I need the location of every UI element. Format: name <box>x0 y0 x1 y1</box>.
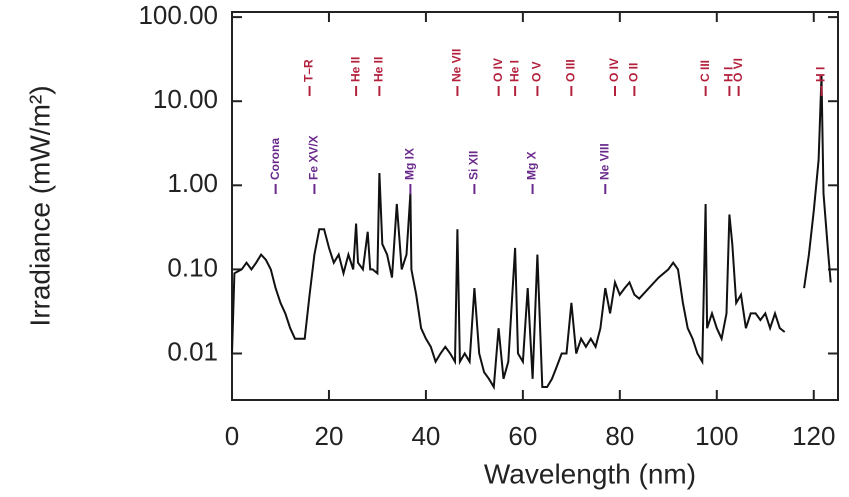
annotation-label: O IV <box>607 58 621 82</box>
annotation-label: Fe XV/X <box>307 135 321 180</box>
x-tick-label: 120 <box>792 421 835 451</box>
x-tick-label: 100 <box>695 421 738 451</box>
annotation-label: O III <box>564 59 578 82</box>
annotation-label: He I <box>507 60 521 82</box>
annotation-label: Si XII <box>467 151 481 180</box>
annotation-label: Mg IX <box>403 148 417 180</box>
x-tick-label: 40 <box>411 421 440 451</box>
annotation-label: He II <box>372 57 386 82</box>
annotation-label: O V <box>530 61 544 82</box>
spectrum-line <box>231 75 832 391</box>
annotation-label: O II <box>627 63 641 82</box>
y-axis-label: Irradiance (mW/m²) <box>24 85 55 326</box>
y-tick-label: 10.00 <box>153 84 218 114</box>
annotation-label: Ne VII <box>450 49 464 82</box>
annotation-label: Corona <box>268 138 282 180</box>
x-tick-label: 60 <box>508 421 537 451</box>
annotation-label: Mg X <box>525 151 539 180</box>
y-tick-label: 100.00 <box>138 0 218 30</box>
annotation-label: H I <box>722 67 736 82</box>
y-tick-label: 1.00 <box>167 168 218 198</box>
y-tick-label: 0.10 <box>167 252 218 282</box>
x-tick-label: 0 <box>225 421 239 451</box>
annotation-label: Ne VIII <box>597 143 611 180</box>
x-axis-label: Wavelength (nm) <box>484 458 696 489</box>
plot-frame <box>231 11 839 401</box>
annotation-label: He II <box>348 57 362 82</box>
annotation-label: T–R <box>302 59 316 82</box>
annotation-label: C III <box>698 60 712 82</box>
y-tick-label: 0.01 <box>167 336 218 366</box>
annotation-label: O IV <box>491 58 505 82</box>
annotation-label: H I <box>814 67 828 82</box>
annotation-label: O VI <box>731 58 745 82</box>
x-tick-label: 20 <box>314 421 343 451</box>
x-tick-label: 80 <box>605 421 634 451</box>
